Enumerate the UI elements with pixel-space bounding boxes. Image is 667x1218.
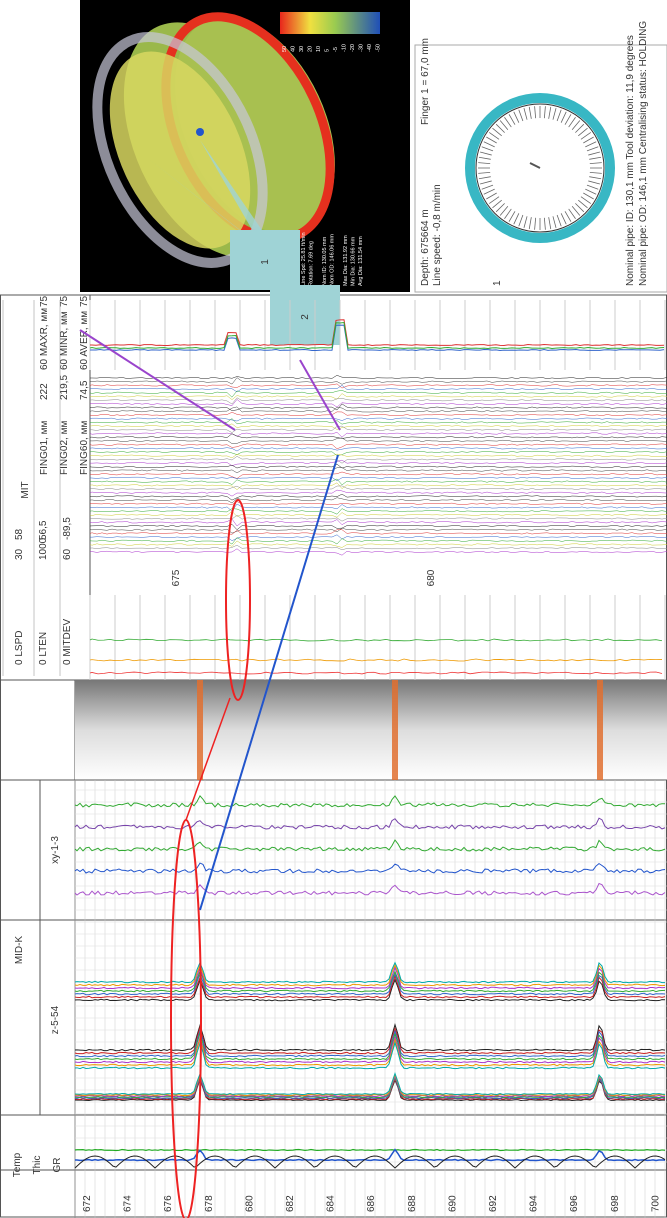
depth: Depth: 675664 m: [420, 209, 431, 286]
mit-header: 56,5: [38, 520, 49, 540]
curve-label: Temp: [12, 1152, 23, 1177]
legend-label: -20: [350, 44, 356, 52]
mit-header: 0 MITDEV: [62, 619, 73, 665]
mit-depth: 675: [171, 569, 182, 586]
depth-label: 690: [447, 1195, 458, 1212]
mit-header: 75: [59, 295, 70, 307]
legend-label: 40: [291, 46, 297, 52]
depth-label: 684: [326, 1195, 337, 1212]
mit-header: 222: [39, 383, 50, 400]
mit-header: FING01, мм: [39, 421, 50, 475]
legend-label: -5: [333, 47, 339, 52]
figure: 50403020105-5-10-20-30-40-50Depth: 675.0…: [0, 0, 667, 1218]
line-speed: Line speed: -0,8 m/min: [432, 184, 443, 286]
curve-label: Thic: [32, 1156, 43, 1175]
depth-label: 676: [163, 1195, 174, 1212]
pipe-info: Min Dia: 130.66 mm: [351, 236, 357, 286]
mit-header: 0 LTEN: [38, 632, 49, 665]
legend-label: -40: [367, 44, 373, 52]
mit-title: MIT: [20, 481, 31, 498]
mit-header: 60 MAXR, мм: [39, 308, 50, 370]
mit-header: 60: [62, 548, 73, 560]
marker: [196, 128, 204, 136]
footer: Nominal pipe: OD: 146,1 mm Centralising …: [638, 21, 649, 286]
colorbar: [280, 12, 380, 34]
depth-label: 674: [123, 1195, 134, 1212]
mit-header: 74,5: [79, 380, 90, 400]
pipe-info: Avg Dia: 131.54 mm: [358, 236, 364, 286]
depth-label: 672: [82, 1195, 93, 1212]
mit-header: 0 LSPD: [14, 631, 25, 665]
mit-header: 75: [39, 295, 50, 307]
depth-label: 700: [650, 1195, 661, 1212]
depth-label: 698: [610, 1195, 621, 1212]
mit-depth: 680: [426, 569, 437, 586]
mit-header: FING02, мм: [59, 421, 70, 475]
finger-number: 1: [492, 280, 503, 286]
image-track: [75, 680, 667, 780]
mit-header: -89,5: [62, 517, 73, 540]
legend-label: -10: [342, 44, 348, 52]
footer: Nominal pipe: ID: 130,1 mm Tool deviatio…: [625, 35, 636, 286]
mit-header: 30: [14, 548, 25, 560]
track-label: z-5-54: [50, 1005, 61, 1034]
mit-header: 60 AVER, мм: [79, 311, 90, 370]
depth-label: 686: [366, 1195, 377, 1212]
depth-label: 682: [285, 1195, 296, 1212]
midk-title: MID-K: [14, 936, 25, 965]
finger: Finger 1 = 67,0 mm: [420, 38, 431, 125]
depth-label: 694: [529, 1195, 540, 1212]
mit-header: 58: [14, 528, 25, 540]
pipe-info: Line Spd: 25.81 ft/min: [301, 232, 307, 286]
pipe-info: Nom ID: 130.05 mm: [322, 236, 328, 286]
mit-header: 60 MINR, мм: [59, 311, 70, 370]
callout-label: 2: [300, 314, 311, 320]
pipe-info: Nom OD: 146.06 mm: [330, 234, 336, 286]
anomaly: [597, 680, 603, 780]
legend-label: -50: [376, 44, 382, 52]
mit-header: 75: [79, 295, 90, 307]
legend-label: 10: [316, 46, 322, 52]
anomaly: [197, 680, 203, 780]
legend-label: -30: [359, 44, 365, 52]
depth-label: 678: [204, 1195, 215, 1212]
pipe-info: Max Dia: 131.92 mm: [343, 235, 349, 286]
mit-header: FING60, мм: [79, 421, 90, 475]
legend-label: 30: [299, 46, 305, 52]
depth-label: 688: [407, 1195, 418, 1212]
callout-label: 1: [260, 259, 271, 265]
mit-panel: [1, 295, 667, 680]
pipe-info: Rotation: 7.69 deg: [309, 241, 315, 286]
mit-header: 219,5: [59, 375, 70, 400]
anomaly: [392, 680, 398, 780]
legend-label: 5: [325, 49, 331, 52]
track-label: xy-1-3: [50, 836, 61, 864]
depth-label: 692: [488, 1195, 499, 1212]
legend-label: 50: [282, 46, 288, 52]
depth-label: 680: [244, 1195, 255, 1212]
legend-label: 20: [308, 46, 314, 52]
depth-label: 696: [569, 1195, 580, 1212]
